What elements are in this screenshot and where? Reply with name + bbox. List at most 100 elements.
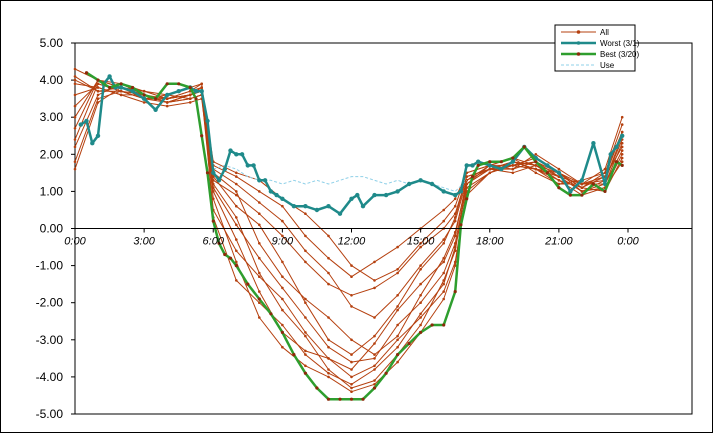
all-series-point (396, 294, 399, 297)
all-series-point (465, 175, 469, 178)
best-series-point (194, 97, 198, 101)
all-series-point (620, 130, 624, 134)
all-series-point (235, 171, 238, 175)
best-series-point (154, 97, 158, 101)
all-series-point (620, 145, 624, 149)
worst-series-point (614, 144, 619, 150)
worst-series-point (245, 163, 250, 168)
worst-series-point (458, 189, 464, 194)
all-series-point (557, 182, 561, 186)
best-series-point (534, 160, 538, 164)
legend-label: All (600, 28, 609, 37)
all-series-point (620, 156, 624, 160)
all-series-point (304, 249, 307, 253)
all-series-point (304, 349, 307, 353)
all-series-point (488, 171, 492, 175)
all-series-point (373, 279, 376, 282)
all-series-point (442, 242, 446, 245)
all-series-point (620, 149, 624, 152)
best-series-point (442, 323, 446, 327)
all-series-point (442, 271, 446, 275)
best-series-point (620, 163, 624, 167)
all-series-point (165, 101, 169, 104)
worst-series-point (418, 178, 423, 183)
best-series-point (217, 241, 221, 245)
all-series-point (511, 164, 515, 167)
all-series-point (281, 323, 284, 327)
all-series-point (119, 93, 123, 97)
all-series-point (350, 360, 353, 364)
worst-series-point (211, 170, 216, 175)
all-series-point (442, 208, 446, 212)
worst-series-point (556, 170, 562, 175)
all-series-point (304, 334, 307, 338)
all-series-point (396, 268, 399, 271)
all-series-point (235, 182, 238, 186)
all-series-point (235, 204, 238, 208)
best-series-point (459, 223, 463, 227)
all-series-point (442, 282, 446, 286)
all-series-point (350, 390, 353, 394)
all-series-point (304, 364, 307, 368)
worst-series-point (476, 159, 481, 164)
y-tick-label: 0.00 (40, 222, 64, 236)
y-axis-ticks: 5.00 4.00 3.00 2.00 1.00 0.00 -1.00 -2.00 -3.00 -… (36, 36, 75, 421)
all-series-point (620, 123, 624, 126)
all-series-point (235, 260, 238, 264)
all-series-point (165, 97, 169, 100)
worst-series-point (251, 163, 256, 168)
all-series-point (258, 242, 261, 245)
all-series-point (235, 249, 238, 253)
all-series-point (453, 204, 457, 208)
all-series-point (453, 242, 457, 245)
all-series-point (96, 89, 100, 93)
worst-series-point (141, 96, 147, 101)
worst-series-point (303, 204, 308, 209)
worst-series-point (228, 148, 233, 153)
worst-series-point (429, 181, 435, 187)
worst-series-point (487, 163, 492, 168)
all-series-point (235, 223, 238, 227)
all-series-point (142, 89, 146, 93)
all-series-point (96, 101, 100, 104)
best-series-point (580, 193, 584, 197)
all-series-point (419, 301, 422, 305)
all-series-point (258, 201, 261, 204)
all-series-point (396, 305, 399, 308)
best-series-point (228, 256, 233, 260)
best-series-point (96, 78, 100, 82)
all-series-point (212, 197, 215, 201)
x-tick-label: 9:00 (272, 236, 294, 248)
best-series-point (476, 163, 480, 167)
all-series-point (281, 308, 284, 312)
all-series-point (188, 93, 192, 97)
all-series-point (281, 297, 284, 301)
best-series-point (257, 297, 261, 301)
all-series-point (327, 371, 330, 375)
all-series-point (304, 353, 307, 356)
all-series-point (304, 260, 307, 264)
worst-series-point (222, 166, 227, 172)
all-series-point (419, 264, 422, 267)
y-tick-label: 2.00 (40, 147, 64, 161)
all-series-point (373, 364, 376, 368)
x-tick-label: 12:00 (338, 236, 366, 248)
best-series-point (108, 85, 112, 90)
all-series-point (373, 379, 376, 382)
best-series-point (545, 171, 550, 175)
all-series-point (73, 160, 77, 163)
best-series-point (488, 160, 492, 164)
all-series-point (350, 338, 353, 342)
y-tick-label: -1.00 (36, 259, 64, 273)
all-series-point (373, 334, 376, 338)
worst-series-point (84, 118, 89, 124)
worst-series-point (406, 181, 412, 187)
all-series-point (373, 383, 376, 386)
all-series-point (73, 167, 77, 171)
all-series-point (327, 375, 330, 379)
best-series-point (465, 197, 469, 201)
best-series-point (177, 82, 181, 86)
best-series-point (361, 397, 365, 401)
best-series-point (499, 160, 503, 164)
best-series-point (568, 193, 573, 197)
